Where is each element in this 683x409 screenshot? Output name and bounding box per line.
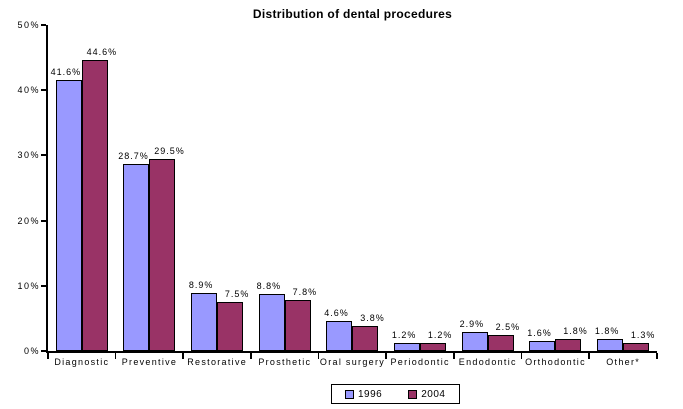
category-group: 41.6% 44.6% [48,25,116,351]
category-group: 8.8% 7.8% [251,25,319,351]
category-group: 1.2% 1.2% [386,25,454,351]
bar-2004 [217,302,244,351]
x-tick-mark [520,353,523,359]
value-label-1996: 1.6% [527,327,552,338]
x-tick-mark [182,353,184,359]
y-axis [46,25,48,353]
value-label-1996: 8.9% [188,279,214,290]
category-group: 1.8% 1.3% [589,25,657,351]
y-tick-label: 40% [17,85,40,96]
category-group: 1.6% 1.8% [522,25,590,351]
x-tick-mark [588,353,590,359]
y-tick-label: 0% [23,346,40,356]
y-tick-mark [41,24,46,26]
bar-1996 [597,339,624,351]
y-tick-mark [41,219,46,222]
value-label-2004: 3.8% [360,313,385,324]
value-label-1996: 28.7% [118,150,149,161]
bar-1996 [394,343,421,351]
bar-1996 [326,321,353,351]
y-tick-label: 30% [17,150,40,161]
bar-2004 [623,342,650,351]
category-label: Diagnostic [54,357,110,367]
y-tick-mark [41,284,46,287]
y-tick-label: 50% [17,20,40,30]
y-tick-label: 20% [17,215,40,226]
y-tick-mark [41,89,46,92]
y-tick-label: 10% [17,280,40,291]
y-tick-mark [41,154,46,157]
bar-2004 [81,60,108,351]
legend-item-2004: 2004 [408,389,445,400]
x-tick-mark [317,353,320,359]
x-tick-mark [385,353,387,359]
category-label: Periodontic [390,357,450,367]
category-label: Preventive [121,357,178,367]
bar-1996 [461,332,488,351]
bar-2004 [487,334,514,351]
bar-2004 [555,339,582,351]
bar-2004 [149,158,176,351]
value-label-2004: 7.5% [224,289,250,300]
category-group: 4.6% 3.8% [319,25,387,351]
bar-1996 [123,163,150,351]
value-label-1996: 2.9% [459,319,485,330]
value-label-2004: 1.3% [630,329,656,340]
x-tick-mark [114,353,117,359]
chart-title: Distribution of dental procedures [252,7,453,21]
x-tick-mark [250,353,252,359]
value-label-1996: 1.8% [594,326,620,337]
legend: 1996 2004 [331,384,460,404]
bar-1996 [191,292,218,351]
category-label: Endodontic [458,357,517,367]
value-label-1996: 4.6% [324,308,349,319]
x-tick-mark [453,353,455,359]
bar-1996 [258,293,285,351]
category-group: 8.9% 7.5% [183,25,251,351]
category-group: 2.9% 2.5% [454,25,522,351]
bar-2004 [284,300,311,351]
category-label: Restorative [187,357,248,367]
x-axis [46,351,657,353]
value-label-2004: 2.5% [495,321,521,332]
legend-swatch-2004 [408,389,418,399]
legend-item-1996: 1996 [345,389,382,400]
category-label: Oral surgery [319,357,386,367]
category-label: Prosthetic [258,357,312,367]
category-label: Other* [606,357,641,367]
bar-2004 [420,343,447,351]
value-label-2004: 7.8% [292,287,318,298]
category-group: 28.7% 29.5% [116,25,184,351]
value-label-1996: 1.2% [391,330,417,341]
legend-label-2004: 2004 [421,388,446,400]
value-label-2004: 44.6% [86,47,118,58]
value-label-2004: 1.8% [563,326,588,337]
value-label-2004: 1.2% [427,330,453,341]
y-tick-mark [41,350,46,352]
x-tick-mark [47,353,49,359]
legend-swatch-1996 [345,389,354,399]
x-tick-mark [656,353,658,359]
category-label: Orthodontic [525,357,586,367]
bar-1996 [55,79,82,351]
value-label-1996: 41.6% [50,66,82,77]
value-label-2004: 29.5% [154,145,185,156]
bar-1996 [529,340,556,351]
plot-area: 41.6% 44.6% 28.7% 29.5% 8.9% 7.5% 8.8% 7.8% 4.6%… [41,24,658,359]
legend-label-1996: 1996 [358,388,383,400]
bar-2004 [352,326,379,351]
value-label-1996: 8.8% [256,280,282,291]
